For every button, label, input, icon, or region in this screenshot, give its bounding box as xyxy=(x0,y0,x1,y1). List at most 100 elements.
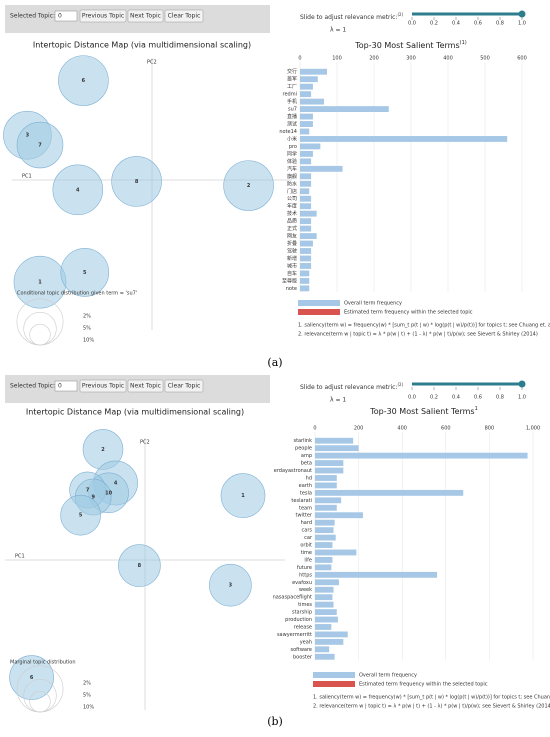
term-label[interactable]: nasaspaceflight xyxy=(273,595,312,601)
topic-bubble[interactable] xyxy=(111,156,162,207)
bar[interactable] xyxy=(300,68,328,75)
bar[interactable] xyxy=(300,150,313,157)
term-label[interactable]: note14 xyxy=(279,129,297,135)
bar[interactable] xyxy=(300,180,312,187)
bar[interactable] xyxy=(315,452,528,459)
bar[interactable] xyxy=(315,594,333,601)
slider-handle[interactable] xyxy=(518,380,526,388)
button[interactable] xyxy=(164,9,204,23)
term-label[interactable]: 同学 xyxy=(287,150,297,157)
topic-bubble[interactable] xyxy=(60,248,110,297)
term-label[interactable]: future xyxy=(297,565,312,571)
bar[interactable] xyxy=(300,91,312,98)
term-label[interactable]: 小米 xyxy=(287,135,297,142)
term-label[interactable]: 体验 xyxy=(287,158,297,165)
term-label[interactable]: 防水 xyxy=(287,180,297,187)
term-label[interactable]: time xyxy=(301,550,312,556)
bar[interactable] xyxy=(300,277,310,284)
bar[interactable] xyxy=(300,106,389,113)
term-label[interactable]: 至尊版 xyxy=(282,277,297,284)
topic-bubble[interactable] xyxy=(118,544,161,587)
bar[interactable] xyxy=(300,128,310,135)
topic-bubble[interactable] xyxy=(58,55,109,106)
bar[interactable] xyxy=(315,460,344,466)
term-label[interactable]: 工厂 xyxy=(287,84,297,90)
term-label[interactable]: team xyxy=(299,505,312,511)
bar[interactable] xyxy=(300,240,313,247)
term-label[interactable]: sawyermerritt xyxy=(277,632,312,638)
term-label[interactable]: su7 xyxy=(288,107,297,113)
button[interactable] xyxy=(127,9,164,23)
bar[interactable] xyxy=(315,489,464,496)
term-label[interactable]: software xyxy=(291,647,312,653)
topic-bubble[interactable] xyxy=(9,655,54,700)
term-label[interactable]: 旗舰 xyxy=(287,173,297,180)
button-label[interactable]: Next Topic xyxy=(130,383,161,390)
term-label[interactable]: note xyxy=(286,286,297,292)
term-label[interactable]: hd xyxy=(306,475,312,481)
bar[interactable] xyxy=(315,467,344,474)
term-label[interactable]: 门店 xyxy=(287,188,297,195)
bar[interactable] xyxy=(315,631,348,638)
topic-input[interactable] xyxy=(54,380,78,392)
term-label[interactable]: 新增 xyxy=(287,255,297,262)
bar[interactable] xyxy=(300,263,312,269)
term-label[interactable]: week xyxy=(299,587,312,593)
term-label[interactable]: amp xyxy=(301,453,312,459)
term-label[interactable]: 年度 xyxy=(287,203,297,210)
term-label[interactable]: starlink xyxy=(293,438,312,444)
term-label[interactable]: 公司 xyxy=(287,196,297,202)
button-label[interactable]: Next Topic xyxy=(130,13,161,20)
term-label[interactable]: times xyxy=(298,602,312,608)
button-label[interactable]: Previous Topic xyxy=(82,13,124,20)
term-label[interactable]: life xyxy=(304,557,312,563)
term-label[interactable]: 手机 xyxy=(287,98,297,105)
term-label[interactable]: starship xyxy=(292,610,312,616)
bar[interactable] xyxy=(315,445,359,452)
term-label[interactable]: booster xyxy=(293,654,313,660)
term-label[interactable]: production xyxy=(285,617,312,623)
bar[interactable] xyxy=(300,270,310,277)
button-label[interactable]: Clear Topic xyxy=(168,13,201,20)
term-label[interactable]: 自车 xyxy=(287,270,297,277)
bar[interactable] xyxy=(300,225,312,232)
term-label[interactable]: 正式 xyxy=(287,225,297,232)
button-label[interactable]: Previous Topic xyxy=(82,383,124,390)
term-label[interactable]: 网友 xyxy=(287,233,297,240)
bar[interactable] xyxy=(300,98,325,105)
bar[interactable] xyxy=(300,143,321,150)
bar[interactable] xyxy=(300,203,312,210)
topic-bubble[interactable] xyxy=(60,494,101,536)
term-label[interactable]: 汽车 xyxy=(287,165,297,172)
bar[interactable] xyxy=(300,113,313,120)
term-label[interactable]: 城市 xyxy=(287,262,297,269)
button-label[interactable]: Clear Topic xyxy=(168,383,201,390)
bar[interactable] xyxy=(300,121,313,127)
bar[interactable] xyxy=(300,173,312,180)
bar[interactable] xyxy=(315,564,332,571)
term-label[interactable]: beta xyxy=(301,461,312,467)
term-label[interactable]: 蔷军 xyxy=(287,76,297,83)
bar[interactable] xyxy=(315,437,354,444)
term-label[interactable]: pro xyxy=(289,144,297,150)
bar[interactable] xyxy=(300,285,310,292)
term-label[interactable]: yeah xyxy=(300,639,312,645)
topic-bubble[interactable] xyxy=(16,121,64,169)
bar[interactable] xyxy=(315,475,337,481)
bar[interactable] xyxy=(315,571,438,578)
bar[interactable] xyxy=(315,527,334,534)
bar[interactable] xyxy=(315,519,335,526)
bar[interactable] xyxy=(315,638,344,645)
bar[interactable] xyxy=(315,557,333,563)
term-label[interactable]: people xyxy=(295,446,312,452)
bar[interactable] xyxy=(300,165,343,172)
term-label[interactable]: 技术 xyxy=(287,210,297,217)
bar[interactable] xyxy=(315,534,336,541)
bar[interactable] xyxy=(315,482,337,489)
term-label[interactable]: cars xyxy=(302,528,313,534)
topic-bubble[interactable] xyxy=(223,160,274,211)
bar[interactable] xyxy=(315,616,338,623)
bar[interactable] xyxy=(315,586,334,593)
term-label[interactable]: redmi xyxy=(283,92,297,98)
bar[interactable] xyxy=(300,136,508,142)
